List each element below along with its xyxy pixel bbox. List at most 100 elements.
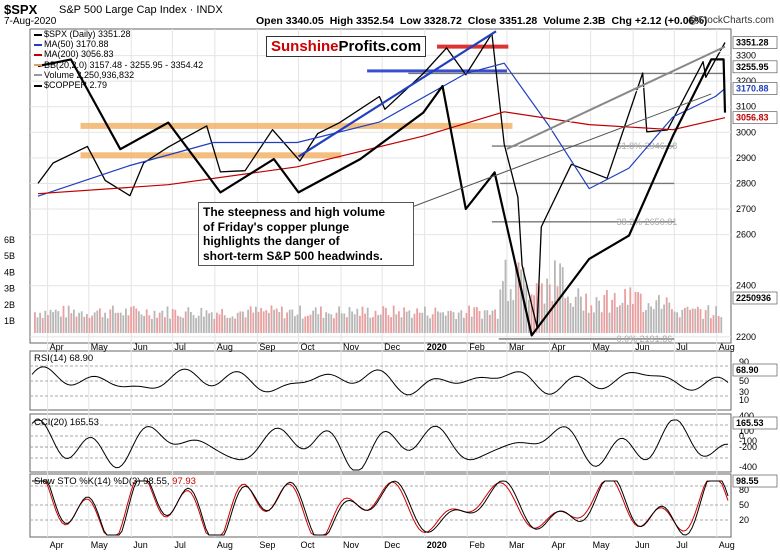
close-value: Close 3351.28 bbox=[467, 15, 538, 27]
volume-bar bbox=[218, 314, 221, 333]
trend-line-blue bbox=[297, 30, 497, 158]
cci-tick-label: 100 bbox=[739, 426, 754, 436]
volume-bar bbox=[621, 302, 624, 333]
volume-bar bbox=[390, 317, 392, 333]
legend-item-ma200: MA(200) 3056.83 bbox=[34, 49, 203, 59]
volume-bar bbox=[112, 305, 114, 333]
volume-bar bbox=[489, 314, 491, 333]
volume-bar bbox=[252, 312, 255, 333]
volume-bar bbox=[515, 265, 517, 333]
cci-line bbox=[31, 419, 729, 471]
volume-bar bbox=[231, 316, 234, 333]
ma200-value-tag: 3056.83 bbox=[736, 113, 769, 123]
volume-bar bbox=[130, 306, 132, 333]
volume-bar bbox=[704, 310, 707, 333]
volume-bar bbox=[210, 312, 213, 333]
price-tick-label: 3200 bbox=[736, 76, 756, 86]
volume-bar bbox=[270, 305, 273, 333]
trend-lines bbox=[297, 30, 726, 211]
x-tick-label: May bbox=[593, 342, 611, 352]
volume-bar bbox=[179, 316, 182, 333]
volume-bar bbox=[447, 311, 450, 333]
rsi-line bbox=[31, 366, 729, 396]
volume-bar bbox=[34, 312, 36, 333]
volume-bar bbox=[104, 312, 106, 333]
volume-bar bbox=[426, 315, 429, 333]
volume-bar bbox=[208, 313, 210, 333]
x-tick-label-bottom: Aug bbox=[719, 540, 735, 550]
annotation-line: short-term S&P 500 headwinds. bbox=[203, 248, 383, 263]
volume-bar bbox=[442, 312, 444, 333]
volume-bar bbox=[699, 309, 702, 333]
volume-bar bbox=[491, 310, 494, 333]
volume-bar bbox=[374, 310, 377, 333]
volume-bar bbox=[486, 310, 489, 333]
annotation-pointer-line bbox=[403, 93, 712, 211]
price-tick-label: 3300 bbox=[736, 51, 756, 61]
volume-bar bbox=[356, 308, 359, 333]
volume-bar bbox=[117, 312, 119, 333]
volume-bar bbox=[96, 310, 99, 333]
volume-bar bbox=[239, 311, 242, 333]
volume-bar bbox=[694, 308, 697, 333]
volume-bar bbox=[296, 314, 299, 333]
volume-bar bbox=[333, 318, 335, 333]
volume-bar bbox=[249, 306, 252, 333]
volume-bar bbox=[325, 312, 327, 333]
volume-bar bbox=[629, 287, 632, 333]
volume-bar bbox=[411, 317, 413, 333]
x-tick-label: Oct bbox=[301, 342, 316, 352]
sto-tick-label: 80 bbox=[739, 485, 749, 495]
volume-bar bbox=[260, 307, 262, 333]
volume-bar bbox=[465, 312, 468, 333]
volume-bar bbox=[424, 306, 426, 333]
indicator-series bbox=[30, 365, 731, 536]
cci-tick-label: -400 bbox=[739, 462, 757, 472]
volume-bar bbox=[44, 310, 47, 333]
volume-bars bbox=[34, 259, 723, 333]
volume-bar bbox=[192, 315, 195, 333]
sto-value-tag-box bbox=[732, 474, 778, 488]
rsi-tick-label: 30 bbox=[739, 387, 749, 397]
x-tick-label-bottom: May bbox=[91, 540, 109, 550]
rsi-tick-label: 10 bbox=[739, 395, 749, 405]
volume-bar bbox=[299, 305, 301, 333]
volume-bar bbox=[379, 314, 382, 333]
resistance-zone-blue bbox=[367, 69, 507, 73]
series-line-copper bbox=[37, 58, 727, 337]
sto-k-line bbox=[32, 480, 729, 536]
volume-bar bbox=[62, 305, 65, 333]
volume-bar bbox=[75, 316, 78, 333]
price-tick-label: 3000 bbox=[736, 127, 756, 137]
x-tick-label-bottom: Jul bbox=[174, 540, 186, 550]
volume-bar bbox=[450, 310, 452, 333]
x-tick-label: May bbox=[91, 342, 109, 352]
volume-bar bbox=[684, 307, 686, 333]
sto-tick-label: 20 bbox=[739, 515, 749, 525]
volume-bar bbox=[304, 316, 307, 333]
legend-item-volume: Volume 2,250,936,832 bbox=[34, 70, 203, 80]
volume-bar bbox=[499, 289, 502, 333]
volume-bar bbox=[184, 311, 187, 333]
legend-item-bb: BB(20,2.0) 3157.48 - 3255.95 - 3354.42 bbox=[34, 60, 203, 70]
volume-tick-label: 4B bbox=[4, 267, 15, 277]
x-tick-label-bottom: Oct bbox=[301, 540, 316, 550]
volume-bar bbox=[418, 312, 421, 333]
volume-bar bbox=[197, 315, 200, 333]
volume-bar bbox=[36, 317, 39, 333]
chart-date: 7-Aug-2020 bbox=[4, 16, 57, 27]
volume-bar bbox=[348, 307, 351, 333]
fibonacci-lines: 61.8% 2946.58 38.2% 2650.81 0.0% 2191.86 bbox=[408, 72, 725, 344]
volume-bar bbox=[686, 306, 689, 333]
volume-bar bbox=[65, 317, 67, 333]
volume-bar bbox=[463, 317, 465, 333]
sto-value-tag: 98.55 bbox=[736, 476, 759, 486]
legend-item-spx: $SPX (Daily) 3351.28 bbox=[34, 29, 203, 39]
change-value: Chg +2.12 (+0.06%) bbox=[611, 15, 708, 27]
volume-bar bbox=[616, 307, 619, 333]
stockcharts-credit[interactable]: @StockCharts.com bbox=[687, 15, 774, 26]
volume-bar bbox=[156, 317, 158, 333]
annotation-line: The steepness and high volume bbox=[203, 205, 386, 219]
x-tick-label: Nov bbox=[343, 342, 360, 352]
price-tick-label: 2200 bbox=[736, 332, 756, 342]
